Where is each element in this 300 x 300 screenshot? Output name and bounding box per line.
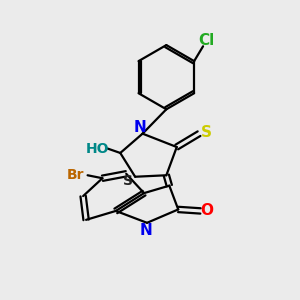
Text: N: N [134, 120, 147, 135]
Text: HO: HO [86, 142, 110, 155]
Text: S: S [201, 125, 212, 140]
Text: N: N [139, 223, 152, 238]
Text: Br: Br [67, 168, 84, 182]
Text: O: O [201, 203, 214, 218]
Text: Cl: Cl [198, 33, 214, 48]
Text: S: S [123, 174, 133, 188]
